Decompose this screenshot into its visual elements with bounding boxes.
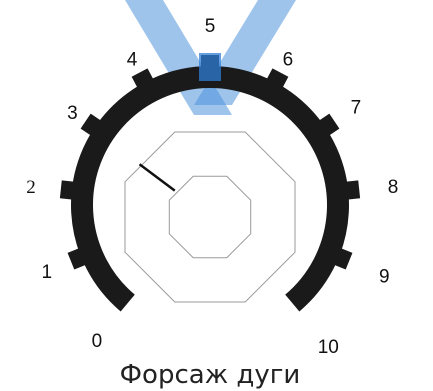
tick-mark-1 xyxy=(67,245,93,270)
tick-mark-3 xyxy=(80,113,108,140)
tick-label-8: 8 xyxy=(388,177,399,198)
tick-mark-9 xyxy=(327,245,353,270)
selection-notch xyxy=(199,53,221,81)
tick-labels: 0 1 2 3 4 5 6 7 8 9 10 xyxy=(26,16,398,358)
tick-mark-8 xyxy=(338,180,361,201)
knob-inner-octagon[interactable] xyxy=(168,175,252,259)
tick-mark-4 xyxy=(131,68,157,95)
knob-outer-octagon[interactable] xyxy=(124,131,296,303)
tick-label-6: 6 xyxy=(283,49,294,70)
tick-label-1: 1 xyxy=(42,262,53,283)
tick-label-2: 2 xyxy=(26,177,36,198)
tick-label-9: 9 xyxy=(379,266,390,287)
tick-mark-2 xyxy=(59,180,82,201)
tick-label-0: 0 xyxy=(92,331,103,352)
tick-label-7: 7 xyxy=(351,98,362,119)
tick-label-10: 10 xyxy=(318,337,339,358)
tick-label-3: 3 xyxy=(67,103,78,124)
tick-label-4: 4 xyxy=(127,49,138,70)
knob-pointer xyxy=(138,163,176,192)
dial-title: Форсаж дуги xyxy=(120,360,301,390)
tick-mark-7 xyxy=(312,113,340,140)
tick-label-5: 5 xyxy=(205,16,216,37)
tick-mark-6 xyxy=(263,68,289,95)
